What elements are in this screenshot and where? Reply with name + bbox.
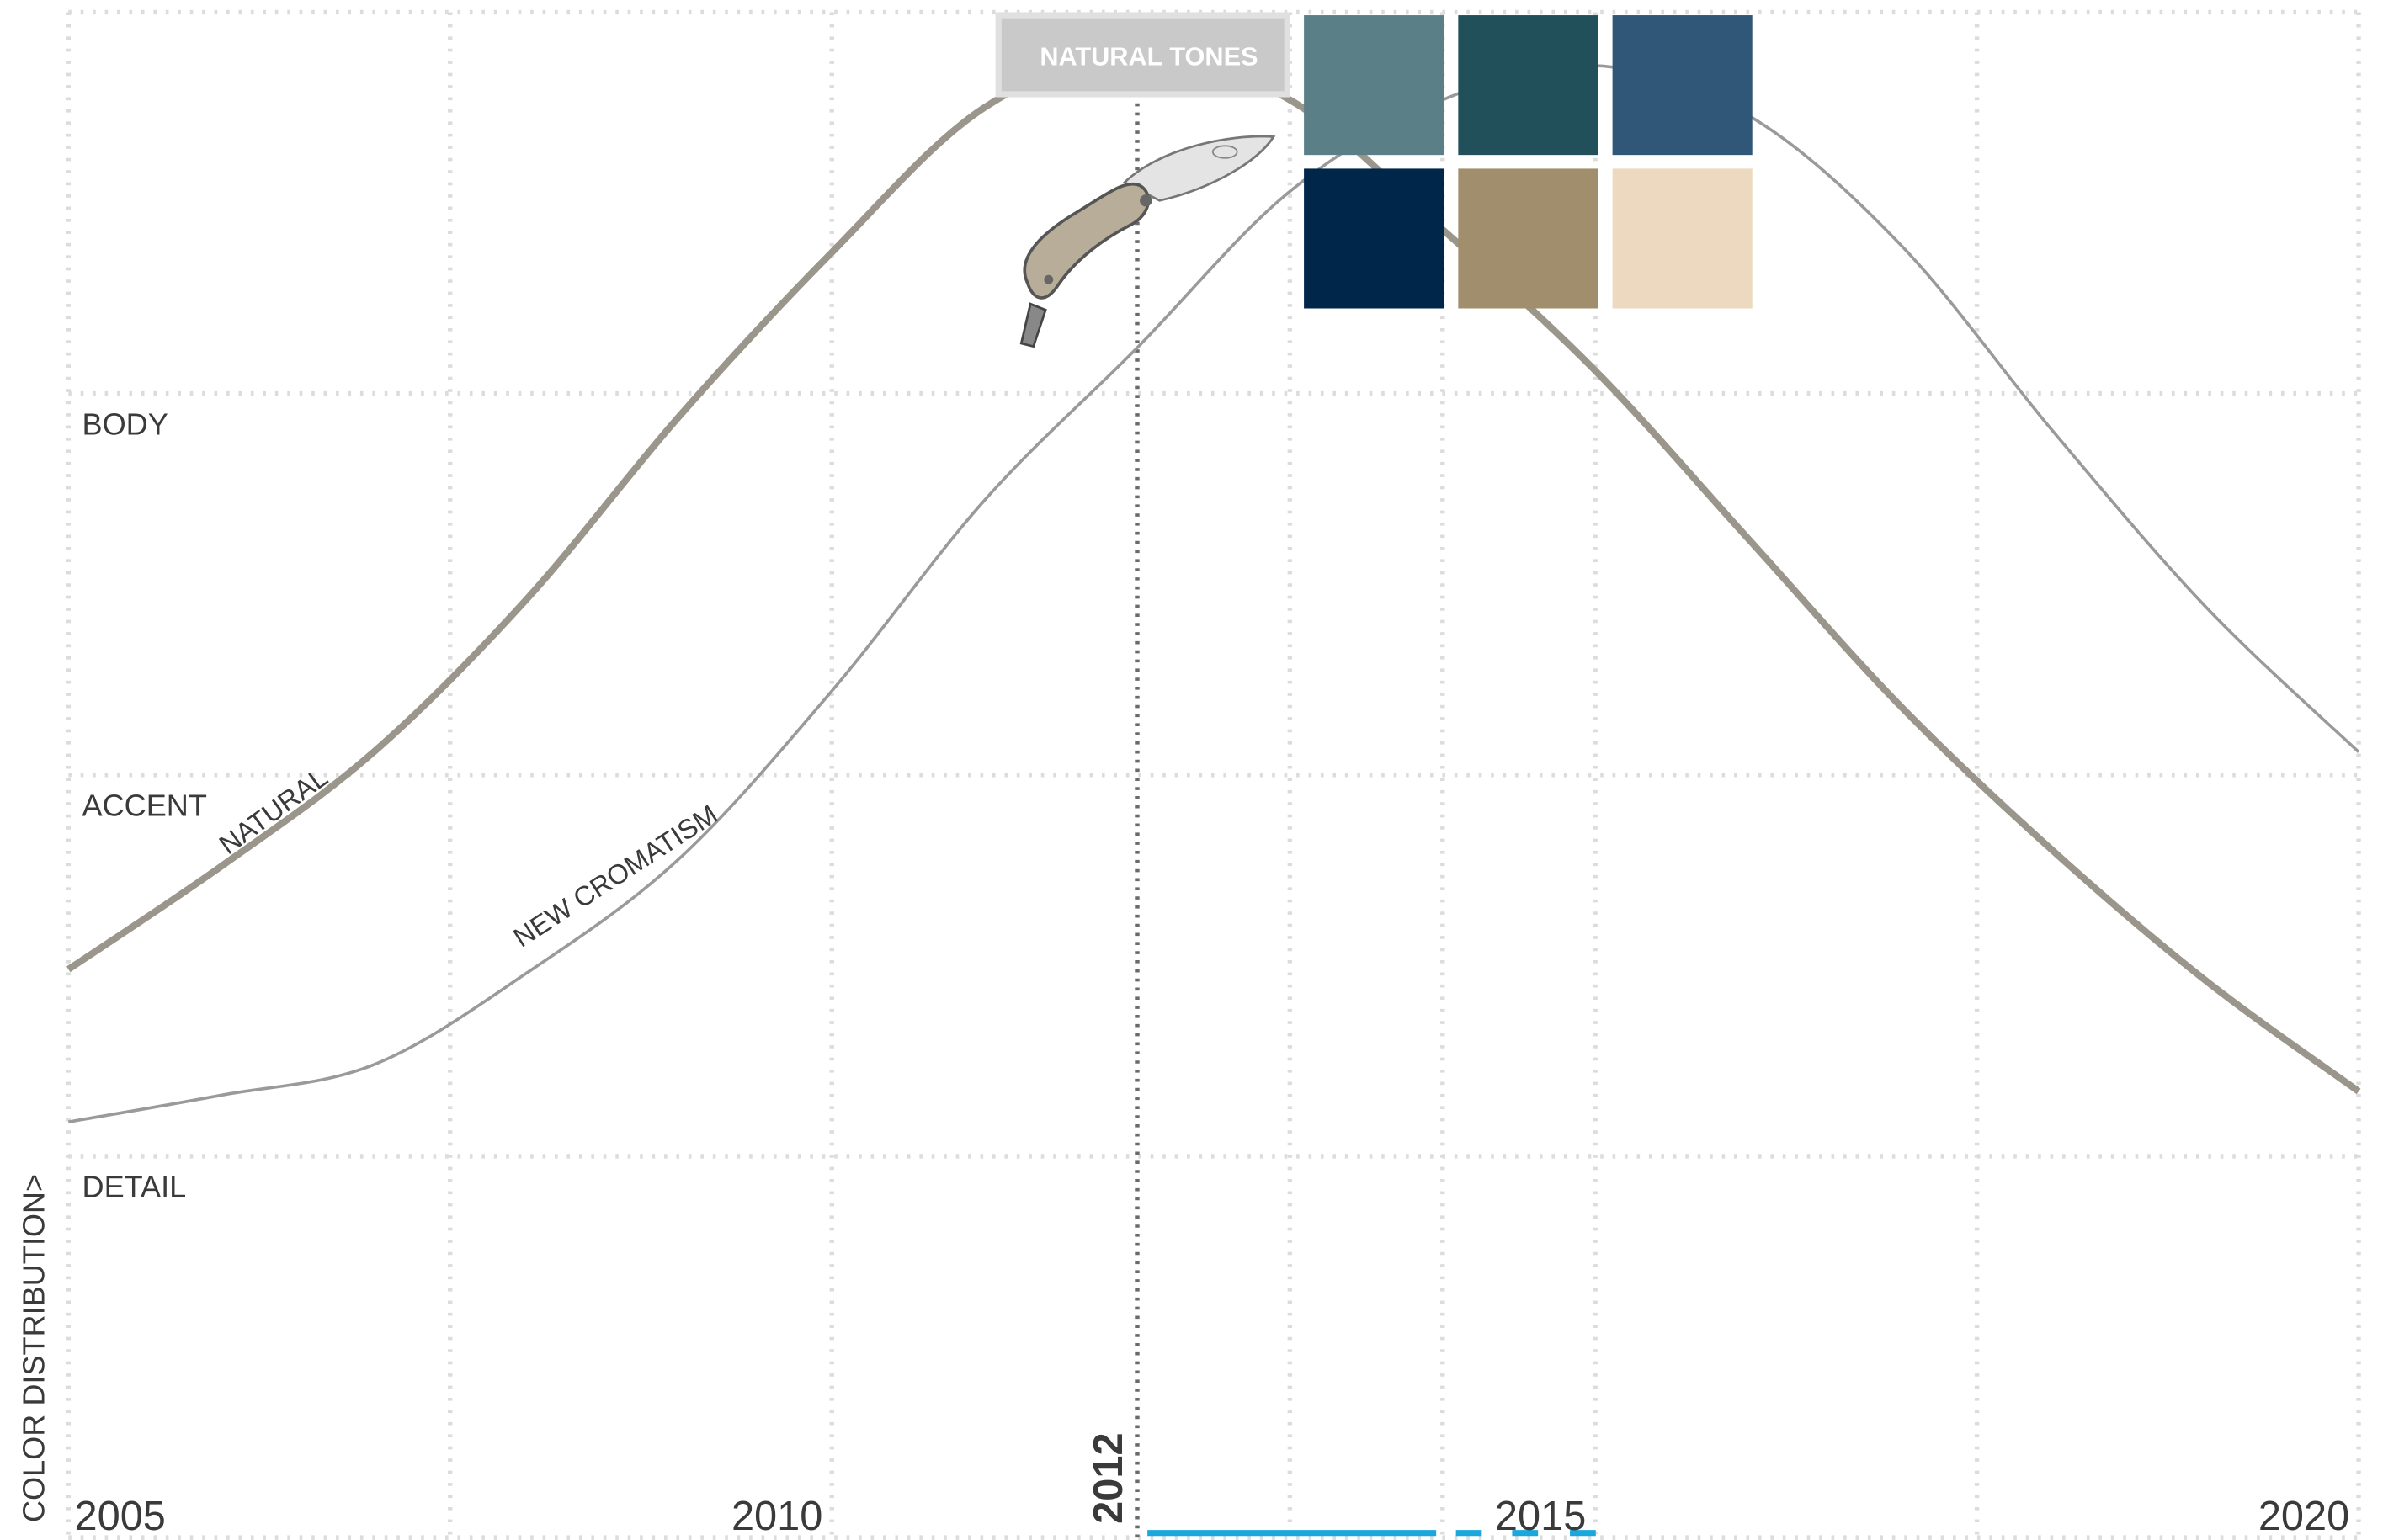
series-label: NATURAL — [214, 762, 333, 860]
series-line — [66, 50, 2361, 1095]
x-tick-label: 2010 — [731, 1494, 822, 1539]
y-tick-label: BODY — [82, 406, 168, 441]
labels: BODY ACCENT DETAIL 2005 2010 2015 2020 COLOR DI… — [16, 406, 2349, 1539]
color-swatch — [1612, 168, 1753, 309]
x-tick-label: 2015 — [1495, 1494, 1586, 1539]
palette-title: NATURAL TONES — [1040, 42, 1258, 72]
grid — [66, 9, 2361, 1540]
color-swatch — [1612, 15, 1753, 156]
y-axis-label: COLOR DISTRIBUTION> — [16, 1174, 51, 1522]
x-tick-label: 2005 — [74, 1494, 165, 1539]
palette-label-box — [995, 12, 1290, 98]
curves — [66, 50, 2361, 1123]
color-swatch — [1458, 168, 1598, 309]
color-swatch — [1304, 15, 1444, 156]
y-tick-label: ACCENT — [82, 789, 207, 823]
y-tick-label: DETAIL — [82, 1170, 187, 1204]
marker-label: 2012 — [1086, 1432, 1131, 1523]
knife-icon — [1019, 135, 1276, 348]
palette: NATURAL TONES — [995, 12, 1753, 309]
color-swatch — [1304, 168, 1444, 309]
color-swatch — [1458, 15, 1598, 156]
series-label: NEW CROMATISM — [508, 799, 723, 953]
x-tick-label: 2020 — [2258, 1494, 2349, 1539]
series-line — [67, 63, 2360, 1123]
